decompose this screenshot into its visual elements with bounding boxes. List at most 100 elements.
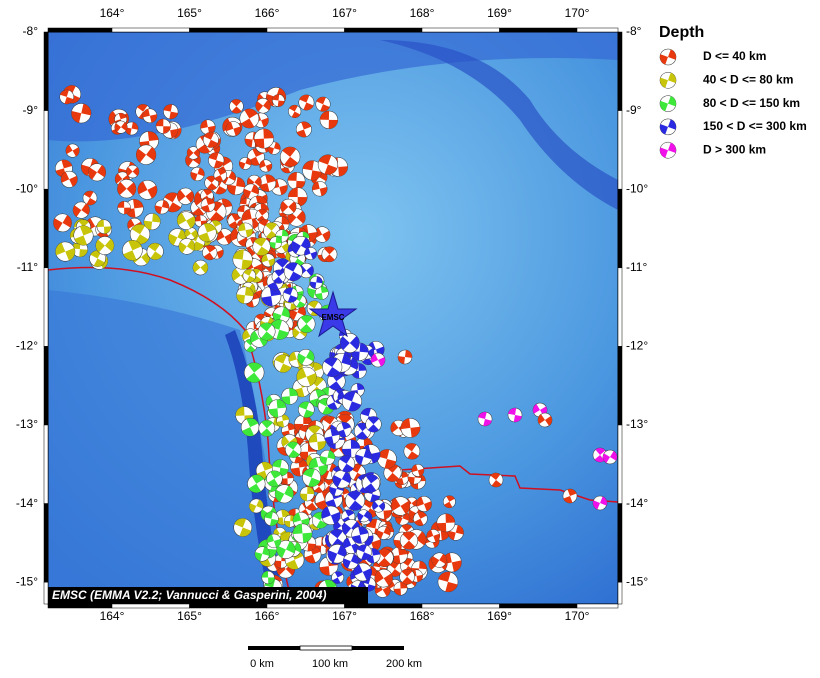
- lat-label-left: -13°: [16, 417, 38, 431]
- beachball: [336, 421, 352, 438]
- beachball: [239, 157, 252, 170]
- frame-segment: [617, 188, 623, 269]
- beachball-quadrant: [340, 336, 360, 350]
- beachball: [659, 141, 677, 159]
- beachball: [176, 211, 196, 230]
- beachball: [213, 168, 227, 182]
- beachball-quadrant: [312, 181, 328, 196]
- beachball: [279, 146, 301, 168]
- frame-segment: [43, 31, 49, 111]
- frame-segment: [43, 424, 49, 504]
- beachball-quadrant: [318, 398, 334, 415]
- beachball-quadrant: [660, 72, 676, 88]
- beachball-quadrant: [239, 157, 252, 170]
- beachball-quadrant: [304, 247, 317, 260]
- frame-segment: [499, 603, 578, 609]
- beachball-quadrant: [168, 229, 187, 246]
- beachball-quadrant: [391, 498, 410, 514]
- beachball: [264, 511, 279, 527]
- beachball-quadrant: [593, 496, 607, 510]
- beachball: [416, 496, 432, 512]
- frame-segment: [43, 346, 49, 426]
- beachball-quadrant: [142, 108, 157, 123]
- beachball-quadrant: [304, 546, 321, 563]
- beachball: [261, 253, 275, 268]
- beachball: [659, 118, 677, 136]
- legend-label: 80 < D <= 150 km: [703, 96, 800, 110]
- beachball-quadrant: [385, 464, 400, 482]
- beachball-quadrant: [280, 201, 297, 213]
- beachball-quadrant: [90, 250, 105, 267]
- beachball-quadrant: [148, 243, 162, 260]
- beachball: [202, 131, 219, 148]
- beachball-quadrant: [332, 471, 351, 488]
- frame-segment: [344, 27, 423, 33]
- beachball: [283, 262, 303, 282]
- beachball: [261, 570, 275, 585]
- beachball-quadrant: [203, 132, 218, 148]
- beachball-quadrant: [225, 121, 241, 136]
- beachball-quadrant: [355, 448, 372, 465]
- beachball-quadrant: [292, 523, 313, 543]
- beachball: [253, 128, 274, 149]
- beachball: [122, 240, 143, 261]
- beachball-quadrant: [250, 330, 268, 347]
- beachball-quadrant: [371, 353, 385, 367]
- beachball: [659, 95, 677, 112]
- beachball-quadrant: [289, 304, 306, 320]
- lat-label-right: -15°: [626, 574, 648, 588]
- frame-segment: [43, 503, 49, 583]
- lon-label-bottom: 167°: [332, 609, 357, 623]
- beachball-quadrant: [275, 485, 294, 503]
- beachball: [163, 104, 179, 120]
- lat-label-right: -11°: [626, 260, 647, 274]
- beachball-quadrant: [339, 455, 354, 473]
- lon-label-top: 168°: [410, 6, 435, 20]
- beachball: [537, 412, 553, 428]
- beachball-quadrant: [243, 269, 255, 283]
- beachball: [200, 197, 216, 213]
- beachball: [88, 163, 107, 182]
- frame-segment: [617, 267, 623, 347]
- beachball: [281, 387, 299, 405]
- beachball-quadrant: [269, 319, 289, 340]
- beachball-quadrant: [362, 498, 379, 518]
- lat-label-left: -10°: [16, 181, 38, 195]
- beachball: [200, 119, 216, 135]
- beachball: [268, 399, 287, 418]
- beachball-quadrant: [411, 464, 424, 477]
- beachball: [372, 499, 386, 513]
- lat-label-right: -12°: [626, 339, 648, 353]
- beachball: [341, 439, 361, 459]
- beachball-quadrant: [431, 553, 447, 567]
- beachball-quadrant: [356, 422, 369, 440]
- beachball-quadrant: [378, 549, 391, 567]
- beachball-quadrant: [320, 463, 338, 480]
- beachball-quadrant: [123, 240, 142, 261]
- beachball: [339, 333, 360, 353]
- legend-title: Depth: [659, 24, 704, 41]
- beachball: [282, 287, 299, 303]
- beachball: [345, 490, 366, 511]
- beachball: [259, 159, 273, 173]
- beachball: [243, 183, 259, 200]
- beachball-quadrant: [214, 168, 227, 182]
- plate-boundary: [48, 266, 293, 604]
- beachball: [298, 401, 315, 418]
- beachball: [319, 449, 336, 466]
- beachball-quadrant: [136, 146, 156, 163]
- beachball-quadrant: [395, 511, 410, 525]
- legend-label: D > 300 km: [703, 142, 766, 156]
- beachball: [96, 219, 112, 234]
- beachball: [437, 571, 459, 593]
- beachball-quadrant: [117, 201, 131, 215]
- beachball-quadrant: [302, 160, 322, 181]
- beachball-quadrant: [74, 225, 93, 246]
- frame-segment: [344, 603, 423, 609]
- beachball-quadrant: [228, 213, 242, 229]
- lon-label-top: 167°: [332, 6, 357, 20]
- scale-label: 100 km: [312, 658, 348, 670]
- beachball: [327, 544, 347, 564]
- beachball-quadrant: [400, 418, 420, 438]
- beachball: [65, 143, 80, 158]
